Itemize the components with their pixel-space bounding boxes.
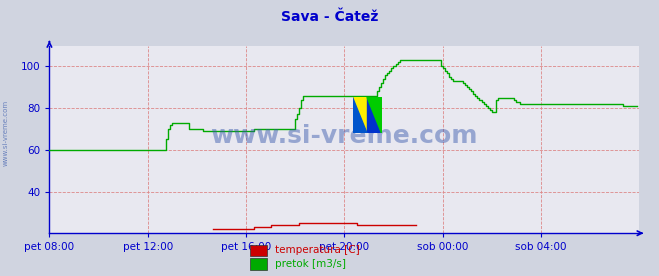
Text: pretok [m3/s]: pretok [m3/s]: [275, 259, 346, 269]
Bar: [353, 97, 367, 133]
Text: www.si-vreme.com: www.si-vreme.com: [2, 99, 9, 166]
Text: Sava - Čatež: Sava - Čatež: [281, 10, 378, 24]
Polygon shape: [353, 97, 367, 133]
Polygon shape: [367, 97, 382, 133]
Text: temperatura [C]: temperatura [C]: [275, 245, 360, 255]
Text: www.si-vreme.com: www.si-vreme.com: [211, 124, 478, 148]
Bar: [367, 97, 382, 133]
